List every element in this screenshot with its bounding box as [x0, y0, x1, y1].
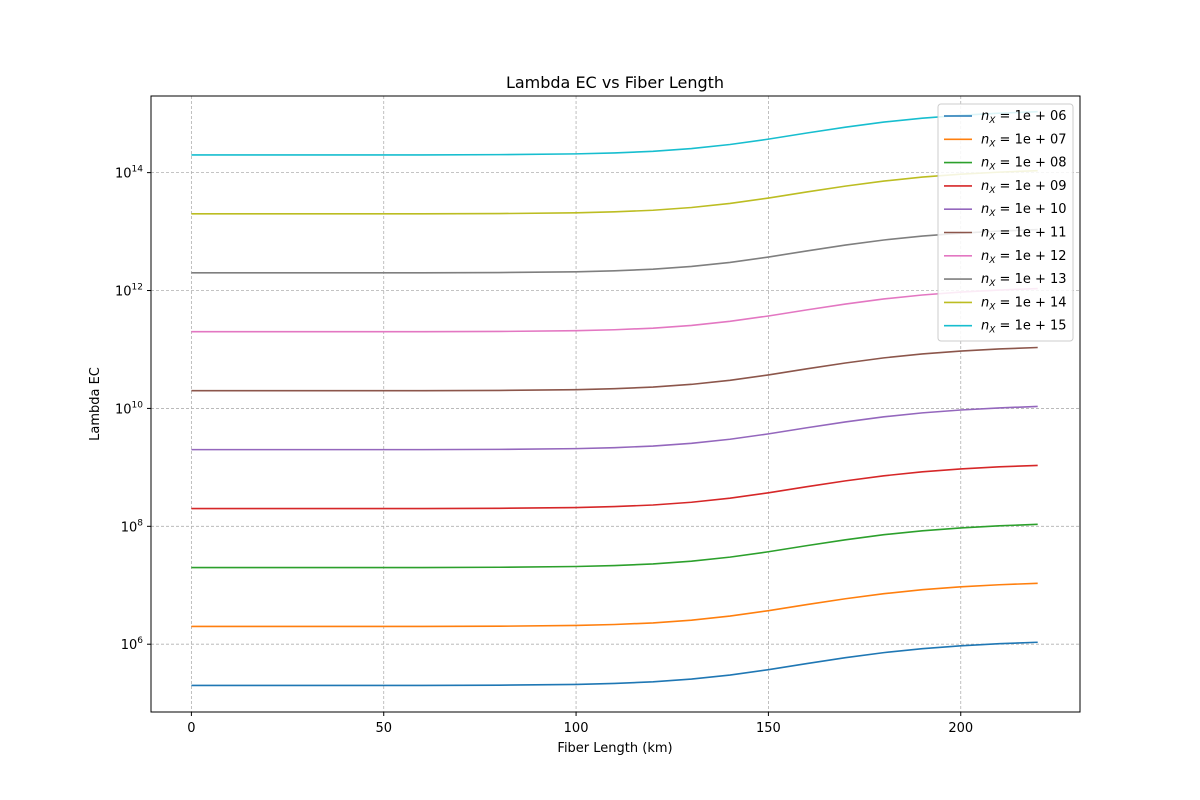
- x-tick-label: 200: [948, 721, 973, 736]
- x-tick-label: 100: [564, 721, 589, 736]
- chart-title: Lambda EC vs Fiber Length: [506, 73, 724, 92]
- legend: nX = 1e + 06 nX = 1e + 07 nX = 1e + 08 nX =…: [937, 103, 1074, 342]
- legend-entry-label: nX = 1e + 07: [981, 132, 1067, 149]
- y-axis-label: Lambda EC: [88, 367, 103, 441]
- x-tick-label: 150: [756, 721, 781, 736]
- series-line: [191, 287, 1038, 333]
- legend-entry-label: nX = 1e + 08: [981, 156, 1067, 173]
- series-line: [191, 405, 1038, 451]
- plot-frame: [150, 95, 1081, 713]
- y-tick-label: 108: [121, 518, 144, 535]
- legend-entry-label: nX = 1e + 10: [981, 202, 1067, 219]
- series-lines: [191, 110, 1038, 687]
- legend-entry-label: nX = 1e + 14: [981, 295, 1067, 312]
- series-line: [191, 582, 1038, 628]
- series-line: [191, 346, 1038, 392]
- y-axis-ticks: 106 108 1010 1012 1014: [115, 165, 151, 653]
- y-tick-label: 1010: [115, 400, 143, 417]
- legend-entry-label: nX = 1e + 11: [981, 226, 1067, 243]
- series-line: [191, 641, 1038, 687]
- legend-entry-label: nX = 1e + 09: [981, 179, 1067, 196]
- y-tick-label: 1014: [115, 165, 143, 182]
- x-tick-label: 0: [187, 721, 195, 736]
- legend-entry-label: nX = 1e + 06: [981, 109, 1067, 126]
- y-tick-label: 106: [121, 636, 144, 653]
- series-line: [191, 464, 1038, 510]
- legend-entry-label: nX = 1e + 12: [981, 249, 1067, 266]
- legend-entry-label: nX = 1e + 13: [981, 272, 1067, 289]
- series-line: [191, 523, 1038, 569]
- series-line: [191, 110, 1038, 156]
- legend-entry-label: nX = 1e + 15: [981, 319, 1067, 336]
- series-line: [191, 228, 1038, 274]
- x-axis-ticks: 0 50 100 150 200: [187, 712, 973, 736]
- y-tick-label: 1012: [115, 283, 143, 300]
- x-axis-label: Fiber Length (km): [557, 741, 672, 756]
- x-tick-label: 50: [375, 721, 392, 736]
- series-line: [191, 169, 1038, 215]
